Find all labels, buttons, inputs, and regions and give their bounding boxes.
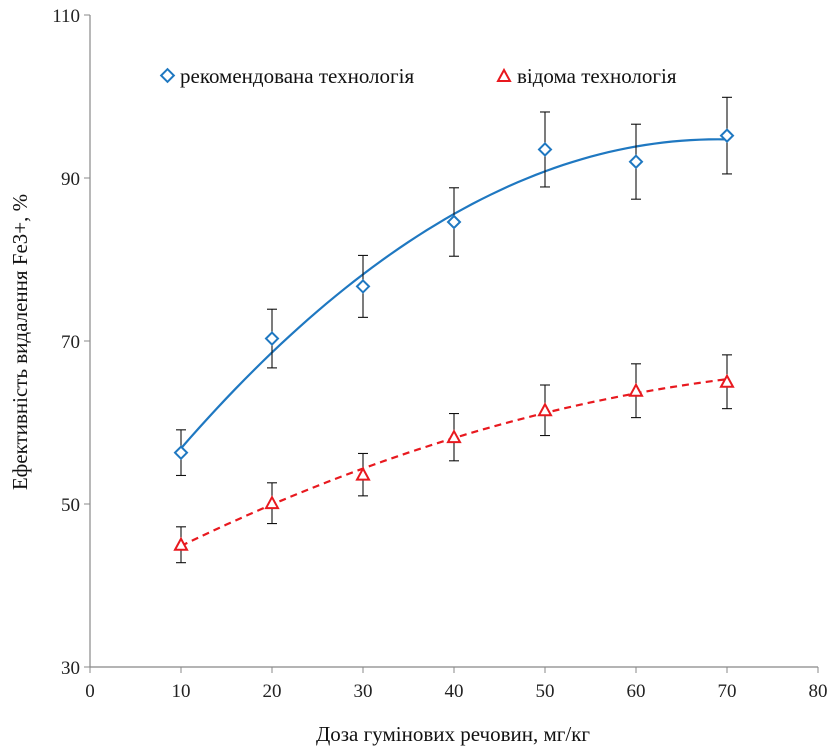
trend-line-0 (180, 138, 728, 450)
y-tick-label: 50 (61, 495, 80, 516)
legend: рекомендована технологія відома технолог… (159, 64, 677, 88)
data-point-triangle (264, 495, 280, 510)
data-point-triangle (355, 466, 371, 481)
legend-label-0: рекомендована технологія (180, 64, 414, 88)
data-point-diamond (537, 142, 553, 157)
x-tick-label: 50 (536, 681, 555, 702)
data-point-diamond (719, 128, 735, 144)
legend-label-1: відома технологія (517, 64, 677, 88)
data-point-diamond (355, 278, 371, 294)
x-tick-label: 40 (445, 681, 464, 702)
y-axis-title: Ефективність видалення Fe3+, % (8, 194, 32, 490)
y-tick-label: 90 (61, 169, 80, 190)
x-tick-label: 10 (172, 681, 191, 702)
trend-line-1 (180, 378, 728, 547)
markers (173, 128, 735, 551)
data-point-diamond (628, 154, 644, 170)
x-tick-label: 30 (354, 681, 373, 702)
data-point-triangle (628, 382, 644, 397)
y-tick-label: 110 (52, 6, 80, 27)
axes: 0 10 20 30 40 50 60 70 80 30 50 70 90 110 (52, 6, 827, 702)
data-point-triangle (446, 429, 462, 444)
x-axis-title: Доза гумінових речовин, мг/кг (316, 722, 590, 746)
legend-marker-1 (496, 67, 512, 82)
data-point-diamond (173, 445, 189, 461)
data-point-triangle (719, 373, 735, 388)
y-tick-label: 70 (61, 332, 80, 353)
legend-item-1: відома технологія (496, 64, 677, 88)
data-point-triangle (537, 402, 553, 417)
x-tick-label: 0 (85, 681, 95, 702)
x-tick-label: 70 (718, 681, 737, 702)
x-tick-label: 80 (809, 681, 828, 702)
x-tick-label: 60 (627, 681, 646, 702)
x-tick-label: 20 (263, 681, 282, 702)
data-point-triangle (173, 536, 189, 551)
y-tick-label: 30 (61, 658, 80, 679)
error-bars (176, 96, 732, 564)
data-point-diamond (264, 331, 280, 346)
data-point-diamond (446, 214, 462, 230)
legend-item-0: рекомендована технологія (159, 64, 414, 88)
legend-marker-0 (159, 67, 176, 84)
